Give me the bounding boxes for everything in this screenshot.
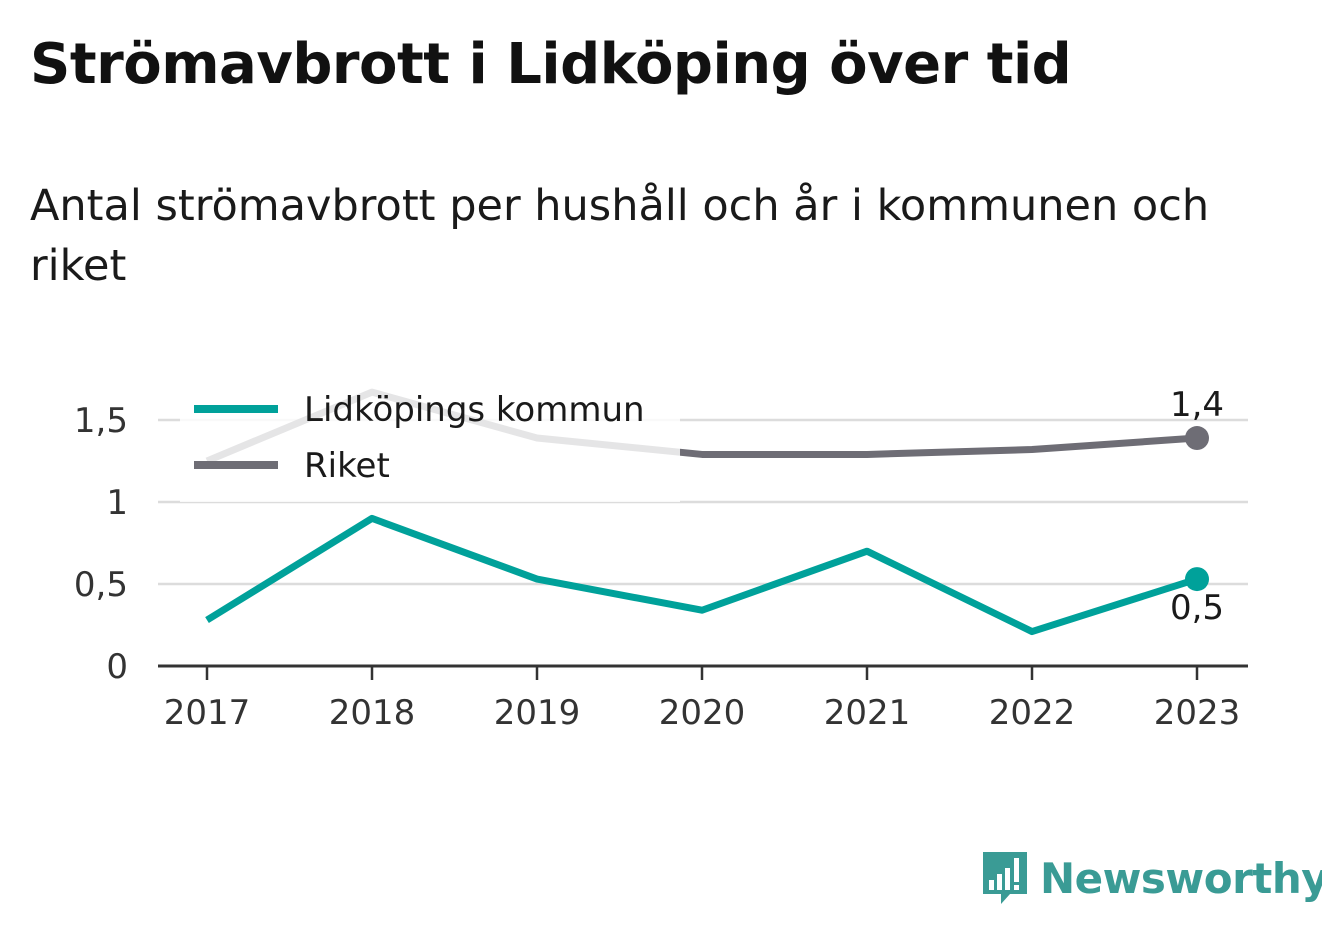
x-tick-label: 2018 xyxy=(329,693,416,733)
y-tick-label: 1,5 xyxy=(74,401,128,441)
legend-label: Lidköpings kommun xyxy=(304,390,645,430)
brand-name: Newsworthy xyxy=(1040,853,1322,903)
newsworthy-logo: Newsworthy xyxy=(980,848,1322,908)
data-point xyxy=(1185,567,1209,592)
x-tick-label: 2020 xyxy=(659,693,746,733)
y-tick-label: 0 xyxy=(106,647,128,687)
x-tick-label: 2021 xyxy=(824,693,911,733)
x-tick-label: 2017 xyxy=(164,693,251,733)
series-line-lidkoping xyxy=(205,514,1199,636)
end-value-label: 1,4 xyxy=(1170,385,1224,425)
end-value-label: 0,5 xyxy=(1170,588,1224,628)
data-point xyxy=(1185,426,1209,451)
line-chart: 0 0,5 1 1,5 2017 2018 2019 2020 2021 2022 2023 Lidk… xyxy=(73,378,1248,733)
x-tick-label: 2023 xyxy=(1154,693,1241,733)
chart-title: Strömavbrott i Lidköping över tid xyxy=(30,32,1072,97)
x-tick-label: 2022 xyxy=(989,693,1076,733)
x-tick-label: 2019 xyxy=(494,693,581,733)
chart-subtitle: Antal strömavbrott per hushåll och år i … xyxy=(30,181,1210,291)
legend-background xyxy=(180,378,680,502)
bar-chart-speech-bubble-icon xyxy=(983,852,1027,904)
y-tick-label: 0,5 xyxy=(74,565,128,605)
y-tick-label: 1 xyxy=(106,483,128,523)
legend-label: Riket xyxy=(304,446,390,486)
